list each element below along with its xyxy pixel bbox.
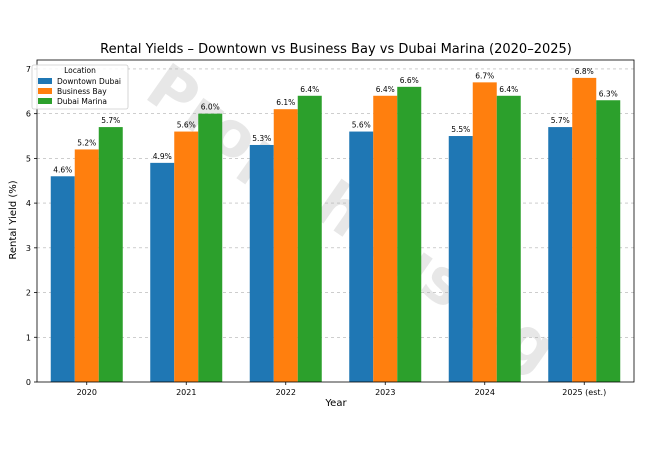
bar-value-label: 6.6% — [400, 76, 419, 85]
bar-value-label: 6.8% — [575, 67, 594, 76]
bar-value-label: 4.6% — [53, 165, 72, 174]
bar-value-label: 6.4% — [499, 85, 518, 94]
y-tick-label: 5 — [26, 154, 31, 163]
x-tick-label: 2023 — [375, 388, 395, 397]
bar — [174, 131, 199, 382]
legend-entry-label: Downtown Dubai — [57, 77, 121, 86]
legend-title: Location — [64, 66, 96, 75]
bar — [572, 77, 597, 382]
x-axis-label: Year — [324, 398, 347, 409]
bar-value-label: 6.1% — [276, 98, 295, 107]
x-tick-label: 2020 — [77, 388, 97, 397]
x-tick-label: 2025 (est.) — [562, 388, 606, 397]
bar — [150, 162, 175, 382]
bar — [297, 95, 322, 383]
bar-value-label: 6.4% — [376, 85, 395, 94]
bar-value-label: 5.7% — [101, 116, 120, 125]
bar — [349, 131, 374, 382]
bar — [50, 176, 75, 382]
bar-value-label: 6.7% — [475, 71, 494, 80]
bar — [397, 86, 422, 382]
x-tick-label: 2022 — [276, 388, 296, 397]
y-tick-label: 0 — [26, 378, 31, 387]
y-tick-label: 6 — [26, 110, 31, 119]
bar — [448, 136, 473, 382]
bar-value-label: 5.5% — [451, 125, 470, 134]
y-tick-label: 3 — [26, 244, 31, 253]
legend-swatch — [38, 88, 52, 94]
legend-swatch — [38, 98, 52, 104]
legend-entry-label: Dubai Marina — [57, 97, 107, 106]
y-axis-label: Rental Yield (%) — [8, 180, 19, 259]
bar-value-label: 5.6% — [352, 121, 371, 130]
bar — [198, 113, 223, 383]
x-tick-label: 2021 — [176, 388, 196, 397]
bar-value-label: 4.9% — [153, 152, 172, 161]
bar-value-label: 5.3% — [252, 134, 271, 143]
y-tick-label: 2 — [26, 289, 31, 298]
bar — [472, 82, 497, 382]
bar — [74, 149, 99, 382]
plot-area: Propehousing012345674.6%5.2%5.7%20204.9%… — [26, 49, 635, 397]
chart-title: Rental Yields – Downtown vs Business Bay… — [100, 42, 572, 57]
y-tick-label: 4 — [26, 199, 31, 208]
bar-value-label: 5.7% — [551, 116, 570, 125]
legend-entry-label: Business Bay — [57, 87, 107, 96]
bar — [548, 127, 573, 382]
bar — [373, 95, 398, 383]
plot-frame — [36, 59, 635, 383]
bar-value-label: 6.3% — [599, 89, 618, 98]
y-tick-label: 1 — [26, 333, 31, 342]
bar — [98, 127, 123, 382]
y-tick-label: 7 — [26, 65, 31, 74]
bar — [249, 144, 274, 382]
bar — [596, 100, 621, 382]
bar-value-label: 5.6% — [177, 121, 196, 130]
bar — [496, 95, 521, 383]
bar-value-label: 6.4% — [300, 85, 319, 94]
legend-swatch — [38, 78, 52, 84]
bar — [273, 109, 298, 382]
bar-value-label: 5.2% — [77, 138, 96, 147]
bar-value-label: 6.0% — [201, 103, 220, 112]
x-tick-label: 2024 — [475, 388, 495, 397]
legend-box — [31, 64, 129, 110]
